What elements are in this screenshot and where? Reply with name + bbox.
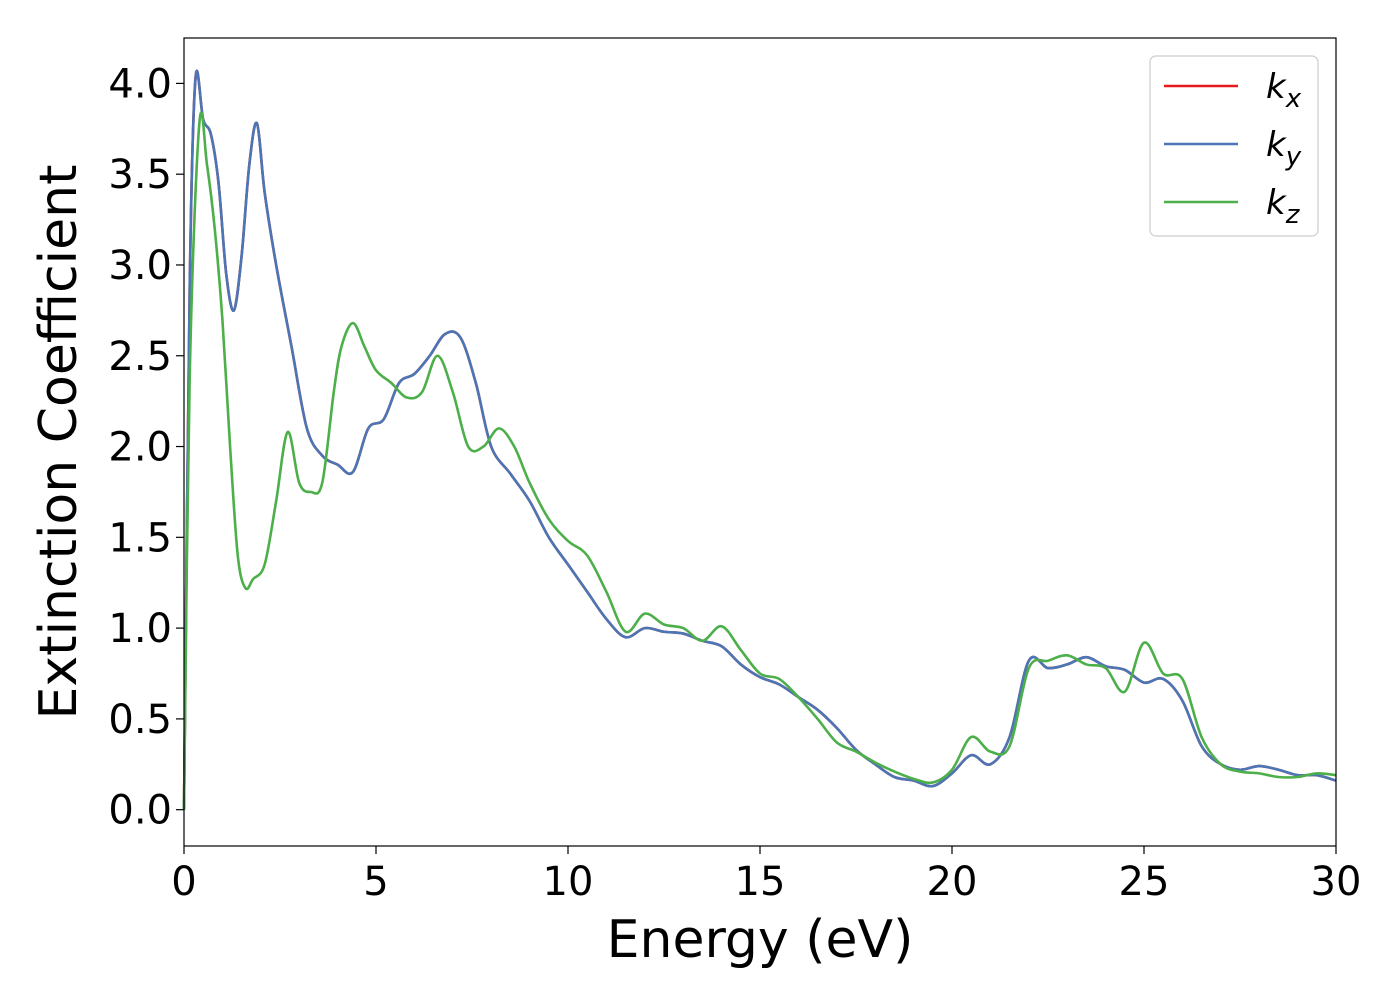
legend-label-kz: kz [1266, 183, 1301, 230]
series-layer [182, 69, 1337, 810]
y-tick-label: 1.0 [108, 606, 172, 652]
y-tick-label: 1.5 [108, 515, 172, 561]
x-tick-label: 30 [1311, 859, 1362, 905]
y-tick-label: 2.5 [108, 334, 172, 380]
y-axis-ticks: 0.0 0.5 1.0 1.5 2.0 2.5 3.0 3.5 4.0 [108, 61, 184, 834]
y-tick-label: 0.5 [108, 697, 172, 743]
legend-box [1149, 55, 1319, 237]
x-tick-label: 10 [543, 859, 594, 905]
y-tick-label: 3.5 [108, 152, 172, 198]
series-line-ky [182, 69, 1337, 810]
y-axis-title: Extinction Coefficient [29, 165, 89, 720]
y-tick-label: 3.0 [108, 243, 172, 289]
x-tick-label: 0 [171, 859, 196, 905]
series-line-kz [182, 111, 1337, 810]
legend-label-ky: ky [1266, 125, 1302, 172]
x-tick-label: 25 [1119, 859, 1170, 905]
x-tick-label: 15 [735, 859, 786, 905]
y-tick-label: 0.0 [108, 788, 172, 834]
legend-entries: kx ky kz [1164, 67, 1302, 230]
x-tick-label: 20 [927, 859, 978, 905]
legend-label-kx: kx [1266, 67, 1302, 114]
x-tick-label: 5 [363, 859, 388, 905]
x-axis-ticks: 0 5 10 15 20 25 30 [171, 846, 1361, 905]
y-tick-label: 2.0 [108, 425, 172, 471]
x-axis-title: Energy (eV) [607, 910, 914, 970]
legend: kx ky kz [1149, 55, 1319, 237]
y-tick-label: 4.0 [108, 61, 172, 107]
